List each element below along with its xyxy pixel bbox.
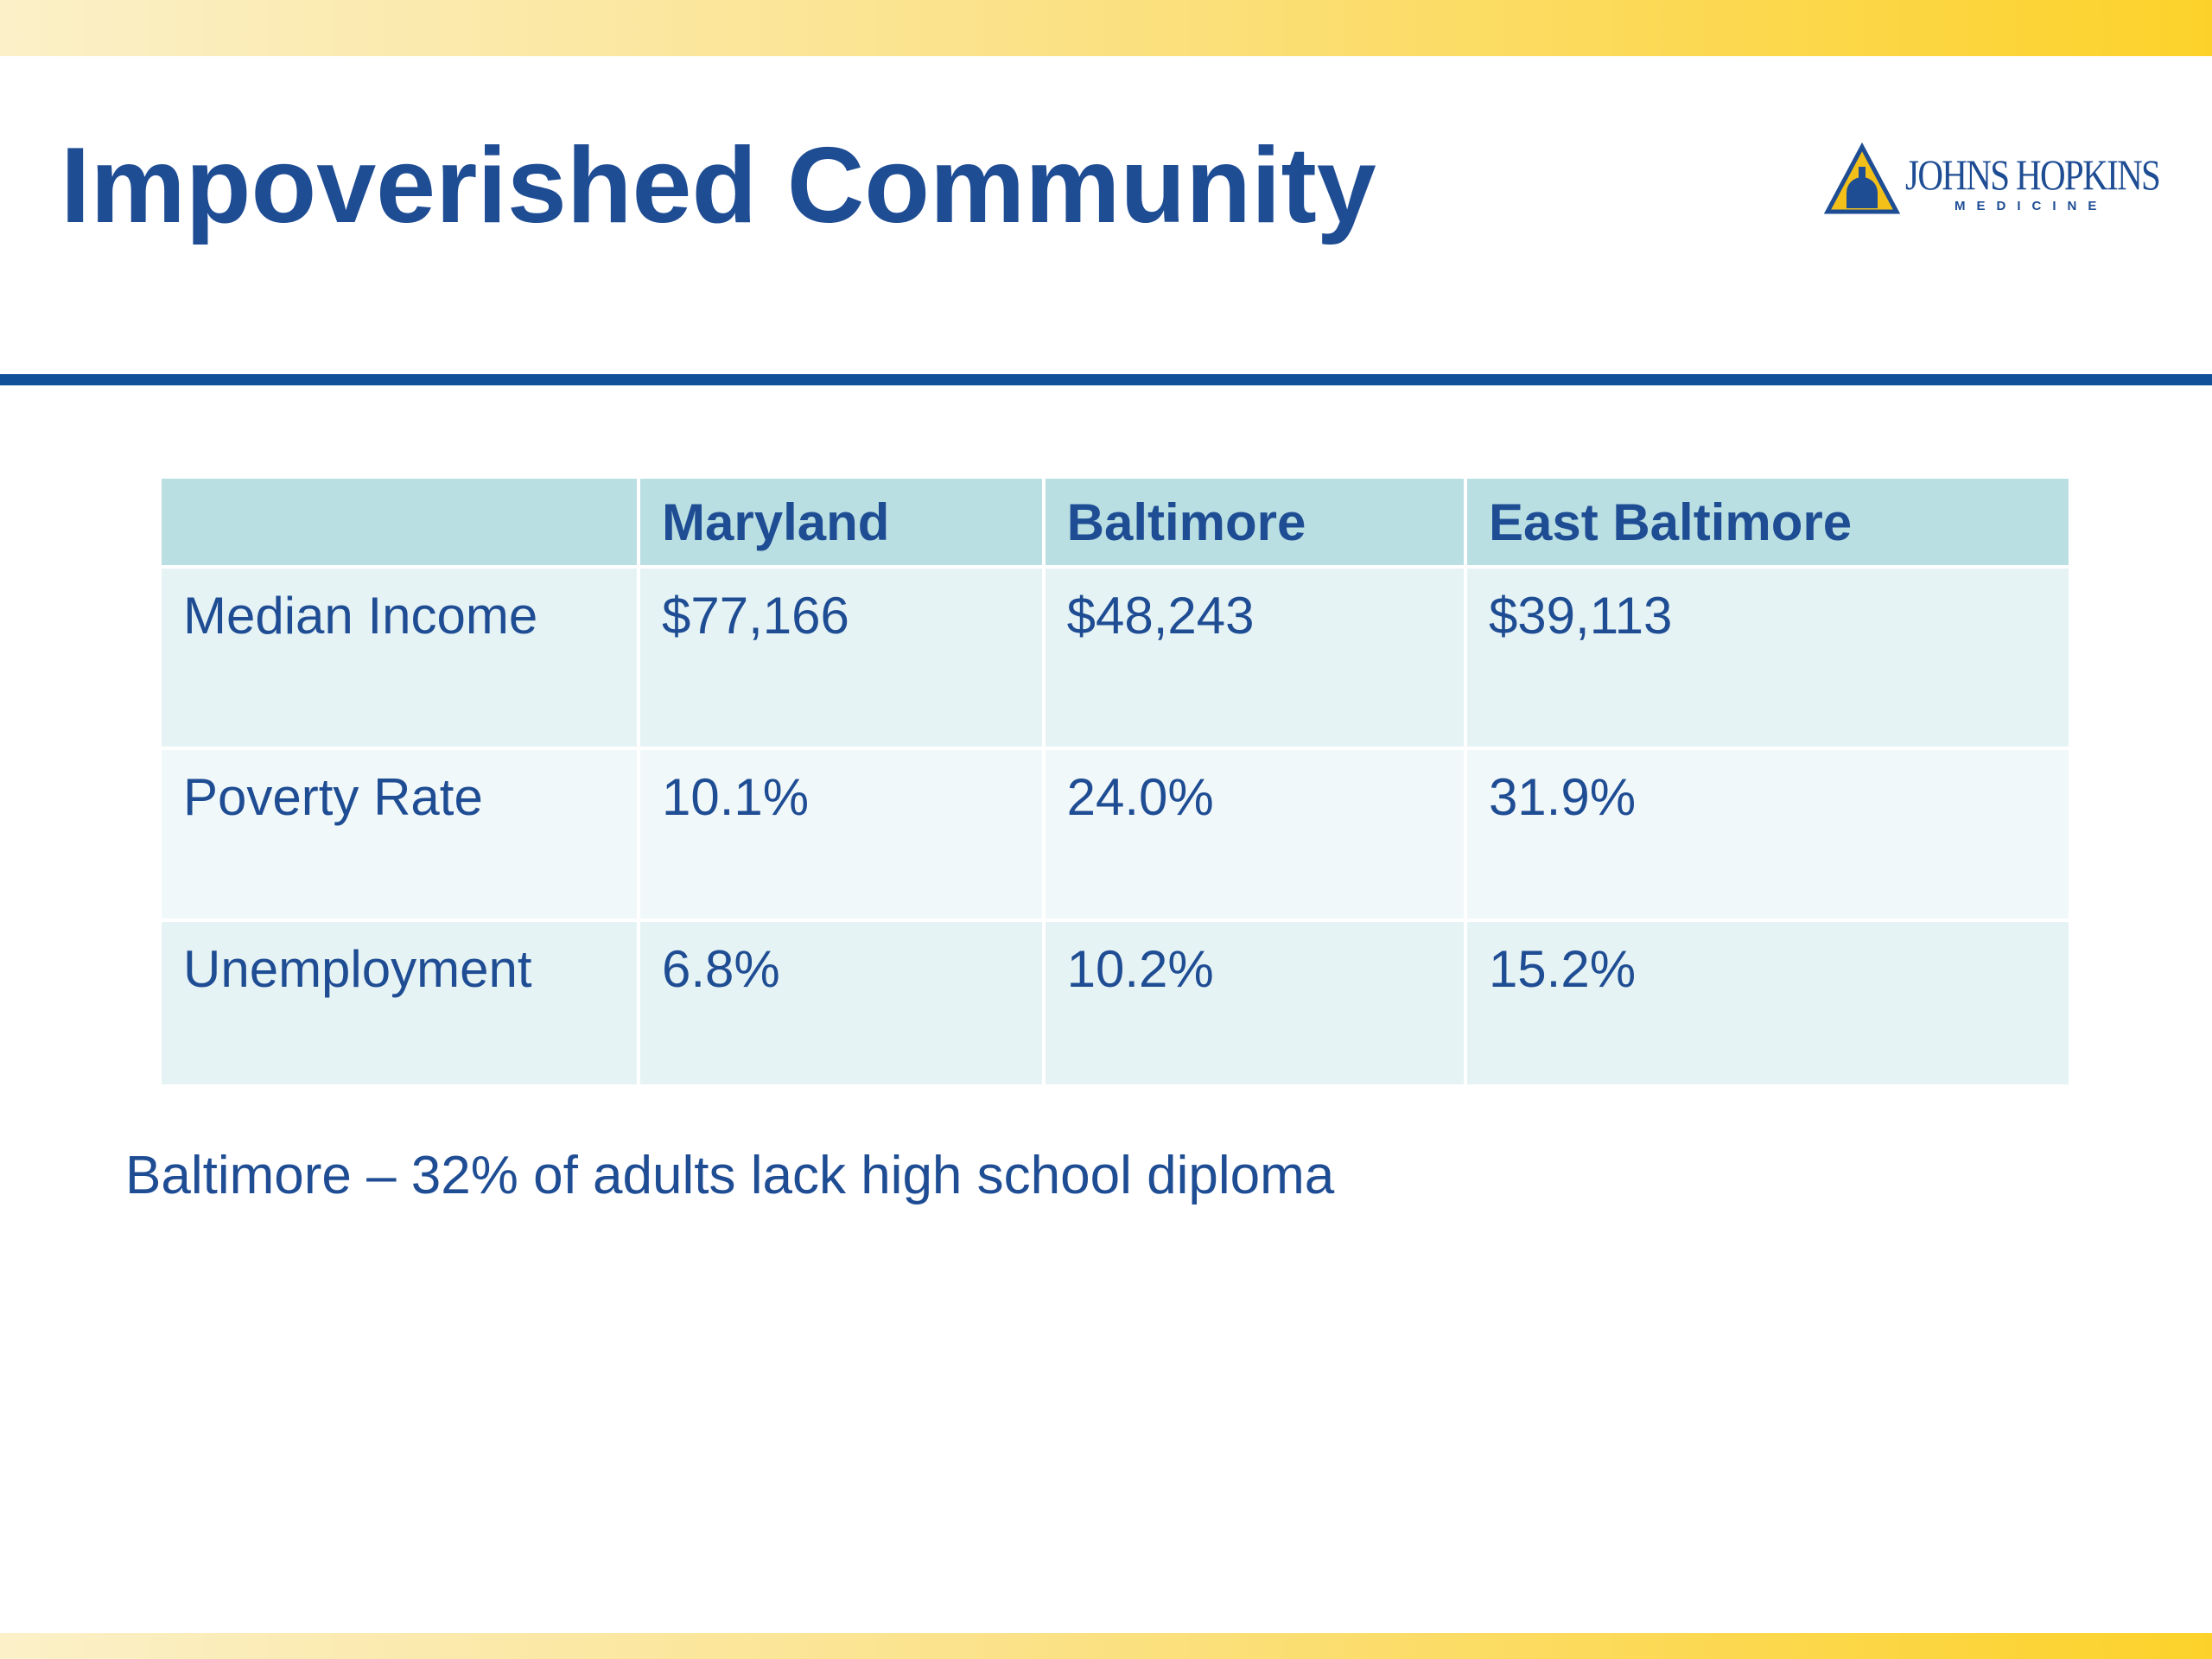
table-cell: 31.9% [1463,747,2073,922]
top-accent-band [0,0,2212,56]
row-label: Median Income [158,565,640,750]
table-row: Median Income $77,166 $48,243 $39,113 [158,565,2073,750]
table-row: Unemployment 6.8% 10.2% 15.2% [158,918,2073,1088]
logo-wordmark: JOHNS HOPKINS [1905,150,2161,199]
title-divider [0,374,2212,385]
table-cell: $77,166 [637,565,1046,750]
row-label: Unemployment [158,918,640,1088]
table-cell: $39,113 [1463,565,2073,750]
table-header-cell: East Baltimore [1463,475,2073,569]
row-label: Poverty Rate [158,747,640,922]
footnote-text: Baltimore – 32% of adults lack high scho… [125,1146,1335,1205]
johns-hopkins-logo: JOHNS HOPKINS MEDICINE [1823,143,2169,229]
table-header-cell [158,475,640,569]
table-cell: 6.8% [637,918,1046,1088]
table-cell: 15.2% [1463,918,2073,1088]
table-header-cell: Maryland [637,475,1046,569]
table-cell: 24.0% [1041,747,1467,922]
dome-shield-icon [1823,143,1901,214]
logo-subtitle: MEDICINE [1955,199,2108,213]
table-row: Poverty Rate 10.1% 24.0% 31.9% [158,747,2073,922]
table-cell: 10.2% [1041,918,1467,1088]
table-header-cell: Baltimore [1041,475,1467,569]
table-cell: $48,243 [1041,565,1467,750]
slide-title: Impoverished Community [60,126,1376,245]
table-cell: 10.1% [637,747,1046,922]
bottom-accent-band [0,1633,2212,1659]
comparison-table: Maryland Baltimore East Baltimore Median… [158,475,2073,1088]
table-header-row: Maryland Baltimore East Baltimore [158,475,2073,569]
